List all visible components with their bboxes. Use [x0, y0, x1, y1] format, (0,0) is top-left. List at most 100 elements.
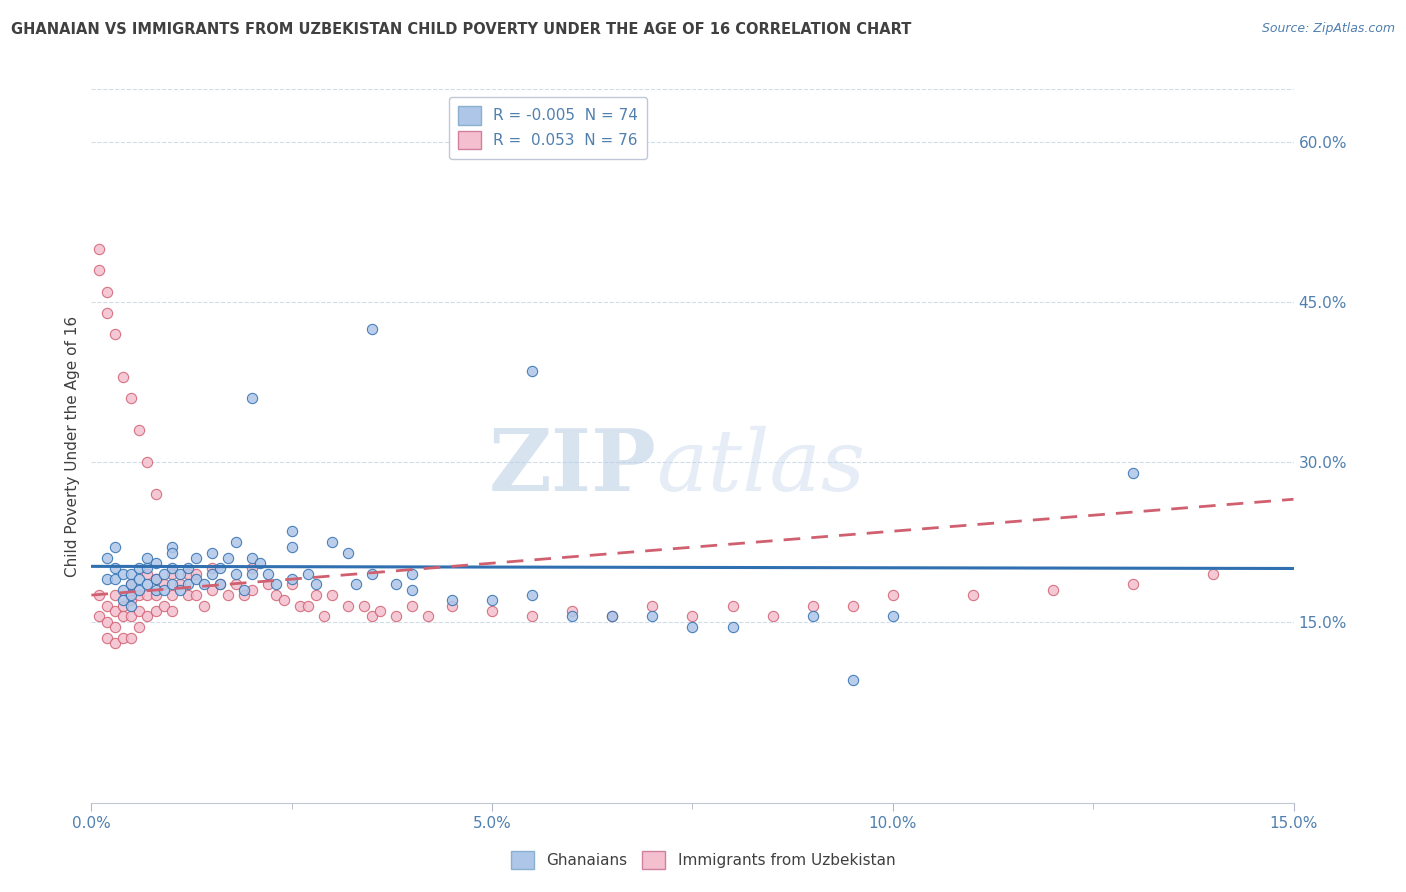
Point	[121, 599, 143, 613]
Point	[281, 540, 304, 554]
Point	[561, 609, 583, 624]
Point	[169, 582, 191, 597]
Point	[721, 599, 744, 613]
Point	[201, 561, 224, 575]
Point	[681, 620, 703, 634]
Point	[416, 609, 439, 624]
Point	[240, 582, 263, 597]
Point	[225, 577, 247, 591]
Point	[336, 599, 359, 613]
Point	[112, 593, 135, 607]
Point	[104, 636, 127, 650]
Point	[121, 391, 143, 405]
Point	[522, 588, 544, 602]
Point	[641, 599, 664, 613]
Point	[96, 550, 118, 565]
Point	[522, 364, 544, 378]
Point	[264, 588, 287, 602]
Legend: R = -0.005  N = 74, R =  0.053  N = 76: R = -0.005 N = 74, R = 0.053 N = 76	[449, 97, 647, 159]
Point	[360, 322, 382, 336]
Point	[336, 545, 359, 559]
Point	[721, 620, 744, 634]
Point	[152, 566, 174, 581]
Point	[121, 609, 143, 624]
Point	[401, 599, 423, 613]
Point	[136, 609, 159, 624]
Point	[217, 550, 239, 565]
Point	[264, 577, 287, 591]
Point	[801, 599, 824, 613]
Point	[104, 588, 127, 602]
Point	[882, 609, 904, 624]
Point	[104, 572, 127, 586]
Point	[128, 423, 150, 437]
Point	[160, 566, 183, 581]
Point	[121, 593, 143, 607]
Point	[249, 556, 271, 570]
Point	[89, 263, 111, 277]
Point	[169, 577, 191, 591]
Point	[1042, 582, 1064, 597]
Point	[201, 582, 224, 597]
Point	[360, 566, 382, 581]
Text: Source: ZipAtlas.com: Source: ZipAtlas.com	[1261, 22, 1395, 36]
Point	[104, 620, 127, 634]
Point	[184, 572, 207, 586]
Point	[256, 566, 278, 581]
Point	[121, 577, 143, 591]
Point	[128, 620, 150, 634]
Point	[184, 588, 207, 602]
Point	[208, 577, 231, 591]
Point	[184, 566, 207, 581]
Point	[305, 588, 328, 602]
Point	[841, 599, 863, 613]
Point	[193, 599, 215, 613]
Point	[602, 609, 624, 624]
Point	[121, 631, 143, 645]
Point	[281, 572, 304, 586]
Point	[344, 577, 367, 591]
Point	[160, 561, 183, 575]
Point	[522, 609, 544, 624]
Point	[96, 615, 118, 629]
Point	[353, 599, 375, 613]
Point	[128, 582, 150, 597]
Point	[360, 609, 382, 624]
Point	[1122, 577, 1144, 591]
Y-axis label: Child Poverty Under the Age of 16: Child Poverty Under the Age of 16	[65, 316, 80, 576]
Legend: Ghanaians, Immigrants from Uzbekistan: Ghanaians, Immigrants from Uzbekistan	[505, 845, 901, 875]
Point	[96, 306, 118, 320]
Point	[297, 599, 319, 613]
Point	[176, 588, 198, 602]
Point	[96, 599, 118, 613]
Point	[401, 582, 423, 597]
Point	[104, 327, 127, 342]
Point	[240, 566, 263, 581]
Point	[240, 391, 263, 405]
Point	[312, 609, 335, 624]
Point	[481, 593, 503, 607]
Point	[281, 577, 304, 591]
Text: ZIP: ZIP	[489, 425, 657, 509]
Point	[232, 588, 254, 602]
Point	[208, 561, 231, 575]
Point	[160, 604, 183, 618]
Point	[385, 609, 408, 624]
Point	[841, 673, 863, 688]
Point	[96, 285, 118, 299]
Point	[136, 550, 159, 565]
Point	[145, 556, 167, 570]
Point	[112, 631, 135, 645]
Point	[176, 561, 198, 575]
Point	[882, 588, 904, 602]
Point	[136, 566, 159, 581]
Point	[128, 561, 150, 575]
Point	[89, 242, 111, 256]
Point	[440, 593, 463, 607]
Point	[240, 561, 263, 575]
Point	[145, 582, 167, 597]
Point	[112, 609, 135, 624]
Point	[160, 545, 183, 559]
Point	[602, 609, 624, 624]
Point	[169, 566, 191, 581]
